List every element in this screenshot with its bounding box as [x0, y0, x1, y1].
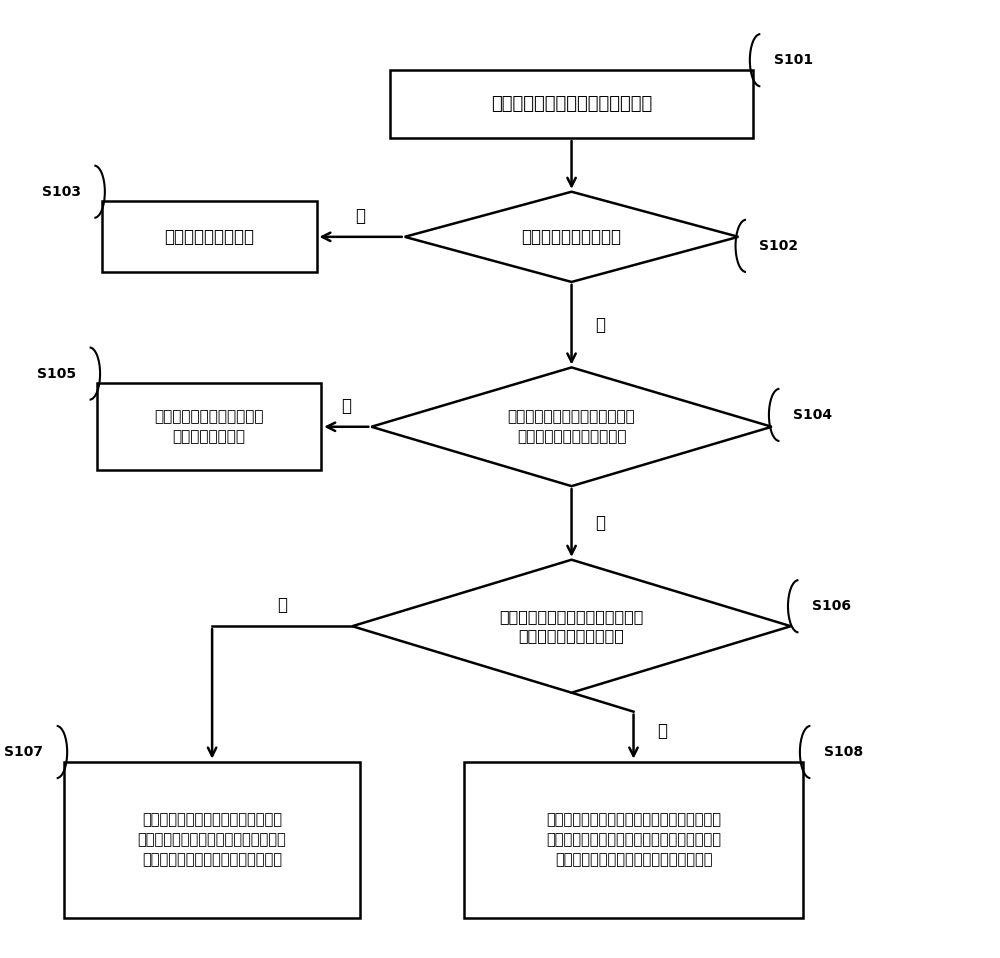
Text: S102: S102: [759, 239, 799, 253]
Text: 判断是否可以恢复所述要恢复的
数据信息所对应的全部数据: 判断是否可以恢复所述要恢复的 数据信息所对应的全部数据: [508, 409, 635, 445]
FancyBboxPatch shape: [390, 70, 753, 138]
Text: 恢复所述要恢复的数据信息
所对应的全部数据: 恢复所述要恢复的数据信息 所对应的全部数据: [154, 409, 264, 445]
Text: 否: 否: [356, 207, 366, 225]
Polygon shape: [371, 368, 772, 486]
FancyBboxPatch shape: [64, 762, 360, 918]
Text: S108: S108: [824, 745, 863, 759]
Text: 是: 是: [277, 596, 287, 614]
Text: 判断是否可以恢复数据: 判断是否可以恢复数据: [522, 228, 622, 246]
Text: S103: S103: [42, 185, 81, 198]
FancyBboxPatch shape: [102, 201, 317, 272]
Text: 是: 是: [595, 316, 605, 333]
Text: S104: S104: [793, 408, 832, 422]
Text: 是: 是: [341, 397, 351, 415]
Text: 判断所述要恢复的数据信息所对应
的数据是否为提醒类数据: 判断所述要恢复的数据信息所对应 的数据是否为提醒类数据: [499, 608, 644, 644]
FancyBboxPatch shape: [464, 762, 803, 918]
Text: 否: 否: [595, 513, 605, 532]
Polygon shape: [352, 559, 791, 693]
Polygon shape: [405, 192, 738, 282]
Text: 筛选出提醒时间还未到期的提醒类数
据，并按照提醒时间距离当前时间由近
至远的顺序先后恢复所筛选出的数据: 筛选出提醒时间还未到期的提醒类数 据，并按照提醒时间距离当前时间由近 至远的顺序…: [138, 812, 286, 867]
Text: S106: S106: [812, 600, 851, 613]
Text: S107: S107: [4, 745, 43, 759]
Text: 按照使用频率由高到低的顺序筛选出所述要恢
复的数据信息所对应的数据，并按照使用频率
由高到低的顺序先后恢复所筛选出的数据: 按照使用频率由高到低的顺序筛选出所述要恢 复的数据信息所对应的数据，并按照使用频…: [546, 812, 721, 867]
Text: 否: 否: [657, 721, 667, 740]
Text: S105: S105: [37, 367, 76, 380]
Text: S101: S101: [774, 54, 813, 67]
Text: 提示不可以恢复数据: 提示不可以恢复数据: [164, 228, 254, 246]
FancyBboxPatch shape: [97, 383, 321, 470]
Text: 接收用户选择的要恢复的数据信息: 接收用户选择的要恢复的数据信息: [491, 95, 652, 113]
